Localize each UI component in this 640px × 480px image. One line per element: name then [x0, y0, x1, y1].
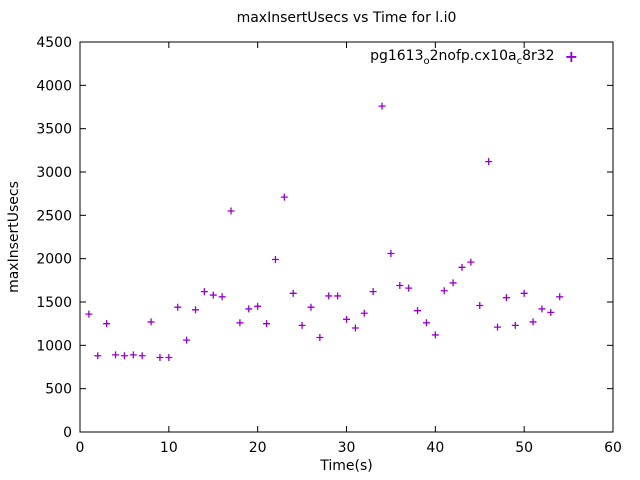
- data-point: [227, 207, 235, 215]
- data-point: [378, 102, 386, 110]
- x-tick-label: 30: [338, 440, 356, 456]
- y-tick-label: 0: [63, 425, 72, 441]
- data-point: [556, 293, 564, 301]
- data-point: [289, 289, 297, 297]
- plot-border: [79, 41, 614, 433]
- data-point: [414, 307, 422, 315]
- data-point: [431, 331, 439, 339]
- data-point: [529, 318, 537, 326]
- data-point: [200, 288, 208, 296]
- data-point: [245, 305, 253, 313]
- data-point: [387, 249, 395, 257]
- data-point: [307, 303, 315, 311]
- data-point: [343, 315, 350, 323]
- data-point: [183, 336, 191, 344]
- data-point: [94, 352, 102, 360]
- data-point: [271, 256, 279, 264]
- data-point: [467, 258, 475, 266]
- data-point: [112, 351, 120, 359]
- data-point: [360, 309, 368, 317]
- y-tick-label: 3500: [36, 122, 72, 138]
- data-point: [191, 306, 199, 314]
- data-point: [138, 352, 146, 360]
- y-tick-label: 4000: [36, 78, 72, 94]
- y-tick-label: 1000: [36, 338, 72, 354]
- data-point: [538, 305, 546, 313]
- data-point: [236, 319, 244, 327]
- data-point: [209, 291, 217, 299]
- data-point: [218, 293, 226, 301]
- x-tick-label: 10: [160, 440, 178, 456]
- data-point: [263, 320, 271, 328]
- data-point: [103, 320, 111, 328]
- data-point: [405, 284, 413, 292]
- data-point: [449, 279, 457, 287]
- data-point: [165, 353, 173, 361]
- x-tick-label: 40: [426, 440, 444, 456]
- data-point: [440, 287, 448, 295]
- chart-title: maxInsertUsecs vs Time for l.i0: [236, 10, 457, 26]
- data-point: [120, 352, 128, 360]
- y-tick-label: 2000: [36, 252, 72, 268]
- data-point: [85, 310, 93, 318]
- data-point: [485, 158, 493, 166]
- data-point: [280, 193, 288, 201]
- data-point: [254, 302, 262, 310]
- data-point: [547, 308, 555, 316]
- data-point: [351, 324, 359, 332]
- data-point: [476, 301, 484, 309]
- y-tick-label: 3000: [36, 165, 72, 181]
- y-tick-label: 2500: [36, 208, 72, 224]
- y-tick-label: 4500: [36, 35, 72, 51]
- legend-label: pg1613o2nofp.cx10ac8r32: [370, 48, 555, 67]
- x-tick-label: 60: [604, 440, 622, 456]
- legend-plus-marker: +: [564, 47, 578, 67]
- data-point: [369, 288, 377, 296]
- x-tick-label: 20: [249, 440, 267, 456]
- x-axis-label: Time(s): [320, 458, 373, 474]
- data-point: [298, 321, 306, 329]
- y-tick-label: 500: [45, 382, 72, 398]
- legend: pg1613o2nofp.cx10ac8r32 +: [370, 48, 578, 67]
- data-point: [422, 319, 430, 327]
- data-point: [494, 323, 502, 331]
- data-point: [325, 292, 333, 300]
- data-point: [396, 282, 404, 290]
- data-point: [334, 292, 342, 300]
- data-point: [147, 318, 155, 326]
- data-point: [156, 353, 164, 361]
- data-point: [316, 334, 324, 342]
- data-point: [520, 289, 528, 297]
- data-point: [458, 263, 466, 271]
- data-point: [129, 351, 137, 359]
- y-tick-label: 1500: [36, 295, 72, 311]
- x-tick-label: 50: [515, 440, 533, 456]
- x-tick-label: 0: [76, 440, 85, 456]
- data-point: [511, 321, 519, 329]
- data-point: [502, 294, 510, 302]
- data-point: [174, 303, 182, 311]
